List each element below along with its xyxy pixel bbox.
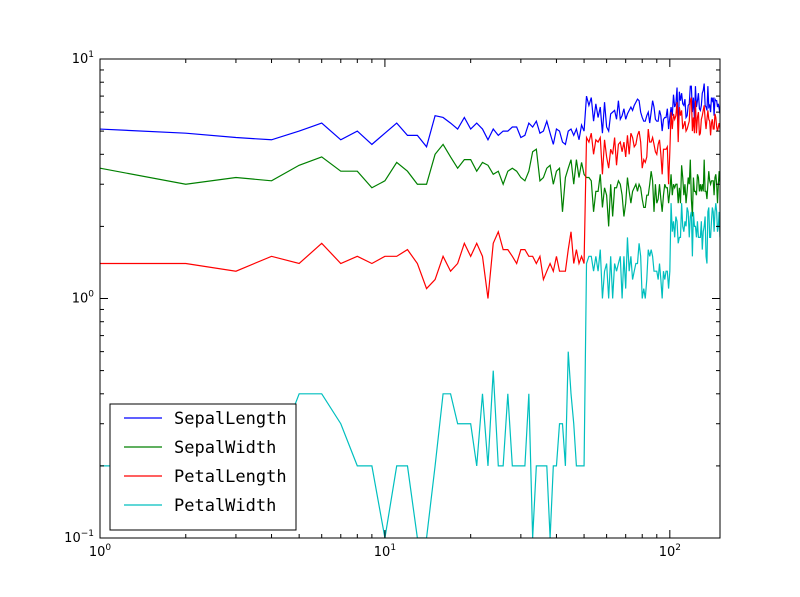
series-layer [100, 83, 720, 538]
y-tick-label: 10−1 [64, 529, 94, 546]
series-line-petalwidth [100, 203, 720, 538]
x-tick-label: 100 [89, 543, 112, 560]
x-tick-label: 101 [374, 543, 396, 560]
x-tick-label: 102 [659, 543, 681, 560]
legend-box [109, 403, 297, 531]
series-line-petallength [100, 97, 720, 299]
legend-label-sepalwidth: SepalWidth [174, 438, 276, 458]
y-tick-label: 100 [72, 290, 95, 307]
series-line-sepallength [100, 83, 720, 149]
legend-label-petalwidth: PetalWidth [174, 496, 276, 516]
y-tick-label: 101 [72, 50, 94, 67]
series-line-sepalwidth [100, 143, 720, 227]
legend: SepalLength SepalWidth PetalLength PetalWid… [109, 403, 297, 531]
legend-label-sepallength: SepalLength [174, 409, 287, 429]
legend-label-petallength: PetalLength [174, 467, 287, 487]
plot-frame [99, 58, 721, 539]
